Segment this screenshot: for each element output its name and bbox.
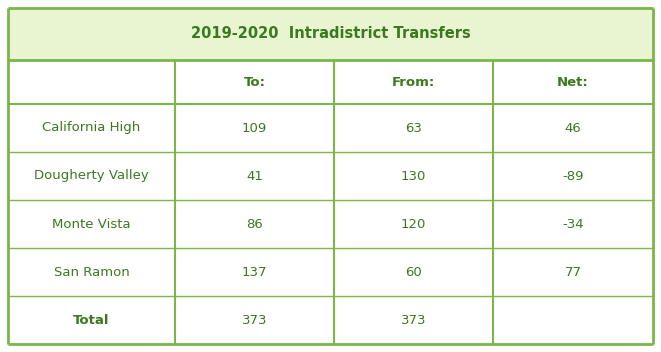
Bar — [8, 8, 653, 60]
Text: 46: 46 — [564, 121, 582, 134]
Text: 60: 60 — [405, 265, 422, 278]
Text: -34: -34 — [563, 218, 584, 231]
Text: To:: To: — [243, 75, 266, 88]
Bar — [8, 60, 653, 104]
Text: -89: -89 — [563, 170, 584, 182]
Text: From:: From: — [392, 75, 435, 88]
Text: San Ramon: San Ramon — [54, 265, 130, 278]
Text: 109: 109 — [242, 121, 267, 134]
Text: 77: 77 — [564, 265, 582, 278]
Text: 373: 373 — [242, 314, 267, 327]
Bar — [8, 104, 653, 152]
Text: 120: 120 — [401, 218, 426, 231]
Text: California High: California High — [42, 121, 141, 134]
Bar — [8, 296, 653, 344]
Text: 41: 41 — [246, 170, 263, 182]
Text: 130: 130 — [401, 170, 426, 182]
Text: 2019-2020  Intradistrict Transfers: 2019-2020 Intradistrict Transfers — [190, 26, 471, 42]
Bar — [8, 152, 653, 200]
Text: Dougherty Valley: Dougherty Valley — [34, 170, 149, 182]
Text: Total: Total — [73, 314, 110, 327]
Text: 86: 86 — [246, 218, 263, 231]
Text: 137: 137 — [242, 265, 267, 278]
Text: Monte Vista: Monte Vista — [52, 218, 131, 231]
Text: Net:: Net: — [557, 75, 589, 88]
Bar — [8, 248, 653, 296]
Bar — [8, 200, 653, 248]
Text: 373: 373 — [401, 314, 426, 327]
Text: 63: 63 — [405, 121, 422, 134]
